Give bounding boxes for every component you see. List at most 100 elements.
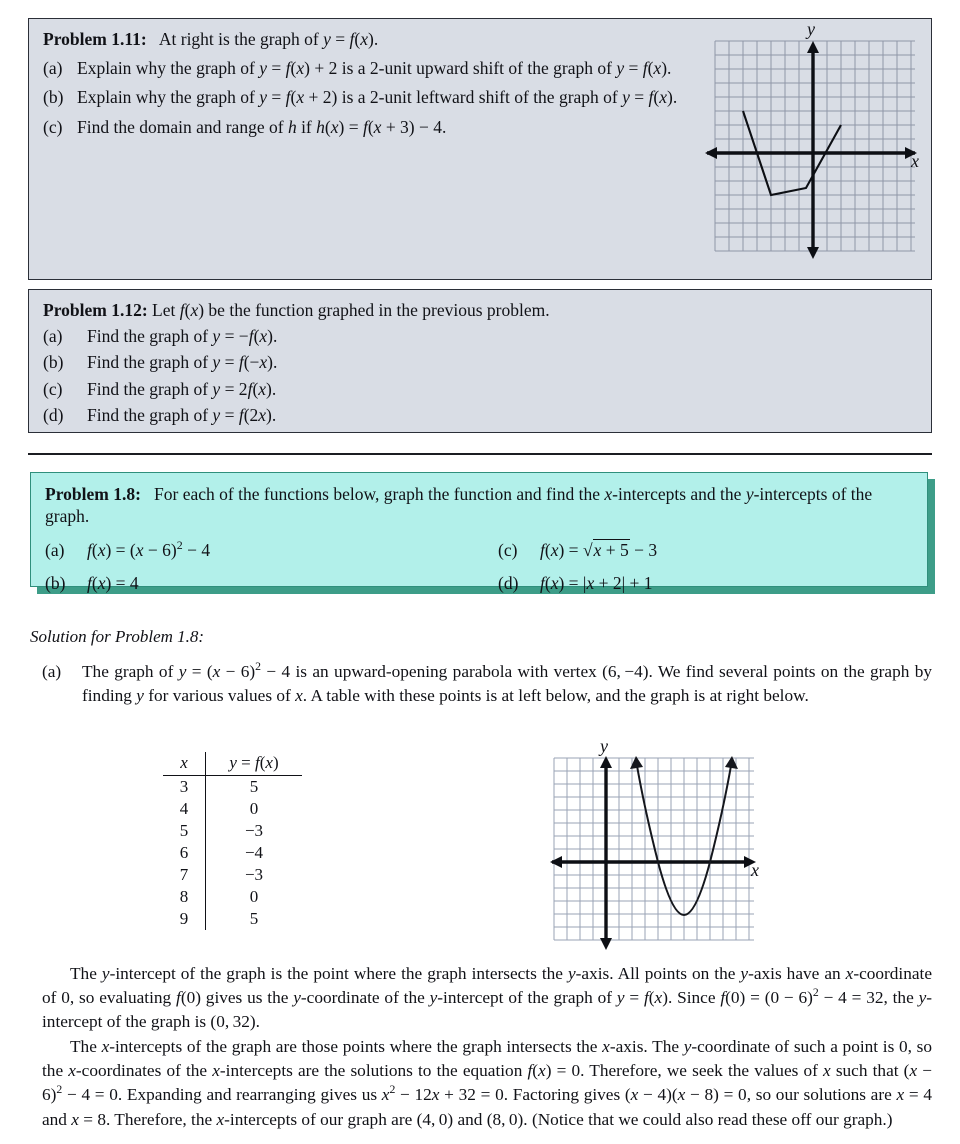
problem-1-11-graph: x y <box>701 19 925 261</box>
item-body: f(x) = 4 <box>87 573 139 594</box>
item-tag: (b) <box>45 573 66 594</box>
list-item: (b) Explain why the graph of y = f(x + 2… <box>43 86 917 109</box>
y-axis-label: y <box>807 19 815 39</box>
value-table: x y = f(x) 3 5 4 0 5 −3 6 <box>163 752 302 930</box>
cell-x: 3 <box>163 775 206 798</box>
item-tag: (b) <box>43 87 64 108</box>
item-body: Find the graph of y = 2f(x). <box>87 378 277 399</box>
table-row: 6 −4 <box>163 842 302 864</box>
list-item: (a) Explain why the graph of y = f(x) + … <box>43 57 917 80</box>
item-tag: (c) <box>498 540 518 561</box>
item-body: Find the graph of y = f(2x). <box>87 405 277 426</box>
item-tag: (a) <box>43 325 63 346</box>
item-body: The graph of y = (x − 6)2 − 4 is an upwa… <box>82 660 932 706</box>
solution-heading: Solution for Problem 1.8: <box>30 627 205 646</box>
problem-1-12-item-list: (a) Find the graph of y = −f(x). (b) Fin… <box>43 325 917 428</box>
cell-x: 4 <box>163 798 206 820</box>
table-row: 8 0 <box>163 886 302 908</box>
item-body: Find the graph of y = −f(x). <box>87 325 278 346</box>
list-item: (a) f(x) = (x − 6)2 − 4 <box>45 538 460 561</box>
problem-1-8-label: Problem 1.8: <box>45 484 141 504</box>
item-tag: (a) <box>42 662 62 681</box>
x-axis-arrow-right <box>905 147 917 159</box>
problem-1-8-left-column: (a) f(x) = (x − 6)2 − 4 (b) f(x) = 4 <box>45 538 460 594</box>
list-item: (b) f(x) = 4 <box>45 573 460 594</box>
list-item: (c) Find the graph of y = 2f(x). <box>43 378 917 401</box>
problem-1-12-label: Problem 1.12: <box>43 300 148 320</box>
cell-x: 6 <box>163 842 206 864</box>
cell-x: 9 <box>163 908 206 930</box>
problem-1-8-items: (a) f(x) = (x − 6)2 − 4 (b) f(x) = 4 <box>45 538 913 594</box>
item-tag: (b) <box>43 352 64 373</box>
list-item: (b) Find the graph of y = f(−x). <box>43 351 917 374</box>
list-item: (c) Find the domain and range of h if h(… <box>43 116 917 139</box>
problem-1-11-box: Problem 1.11: At right is the graph of y… <box>28 18 932 280</box>
cell-y: −3 <box>244 865 264 884</box>
table-header-row: x y = f(x) <box>163 752 302 776</box>
item-body: f(x) = √x + 5 − 3 <box>540 539 658 561</box>
grid-lines <box>553 757 754 941</box>
cell-y: −4 <box>244 843 264 862</box>
item-tag: (a) <box>45 540 65 561</box>
value-table-body: 3 5 4 0 5 −3 6 −4 7 −3 <box>163 775 302 930</box>
function-curve <box>635 759 733 917</box>
item-body: Explain why the graph of y = f(x + 2) is… <box>77 87 678 108</box>
table-row: 4 0 <box>163 798 302 820</box>
parabola-graph-svg <box>550 756 756 950</box>
solution-parabola-graph: x y <box>546 736 762 952</box>
x-axis-arrow-left <box>705 147 717 159</box>
problem-1-8-right-column: (c) f(x) = √x + 5 − 3 (d) f(x) = |x + 2|… <box>460 539 913 594</box>
y-axis-arrow-up <box>600 756 612 768</box>
solution-paragraph-y-intercept: The y-intercept of the graph is the poin… <box>42 964 933 1032</box>
table-row: 9 5 <box>163 908 302 930</box>
x-axis-label: x <box>911 151 919 171</box>
problem-1-8-box-body: Problem 1.8: For each of the functions b… <box>30 472 928 593</box>
cell-y: 0 <box>249 799 259 818</box>
cell-y: 0 <box>249 887 259 906</box>
cell-x: 5 <box>163 820 206 842</box>
curve-arrow-right <box>725 756 738 769</box>
curve-arrow-left <box>630 756 643 769</box>
cell-y: 5 <box>249 777 259 796</box>
x-axis-arrow-left <box>550 856 562 868</box>
y-axis-arrow-up <box>807 41 819 53</box>
problem-1-11-title: Problem 1.11: At right is the graph of y… <box>43 29 379 49</box>
axes <box>552 760 752 946</box>
item-tag: (c) <box>43 378 63 399</box>
item-tag: (d) <box>43 405 64 426</box>
piecewise-graph-svg <box>705 40 917 259</box>
grid-lines <box>714 40 915 252</box>
cell-y: 5 <box>249 909 259 928</box>
list-item: (a) Find the graph of y = −f(x). <box>43 325 917 348</box>
item-body: f(x) = (x − 6)2 − 4 <box>87 538 211 561</box>
table-row: 7 −3 <box>163 864 302 886</box>
item-body: Find the domain and range of h if h(x) =… <box>77 116 447 137</box>
column-header-y: y = f(x) <box>205 752 302 776</box>
x-axis-arrow-right <box>744 856 756 868</box>
cell-y: −3 <box>244 821 264 840</box>
solution-paragraph-x-intercept: The x-intercepts of the graph are those … <box>42 1037 933 1129</box>
list-item: (d) f(x) = |x + 2| + 1 <box>498 573 913 594</box>
y-axis-arrow-down <box>807 247 819 259</box>
value-table-grid: x y = f(x) 3 5 4 0 5 −3 6 <box>163 752 302 930</box>
problem-1-12-title: Problem 1.12: Let f(x) be the function g… <box>43 300 550 320</box>
problem-1-11-item-list: (a) Explain why the graph of y = f(x) + … <box>43 57 917 139</box>
item-tag: (c) <box>43 116 63 137</box>
item-body: Explain why the graph of y = f(x) + 2 is… <box>77 57 672 78</box>
problem-1-12-box: Problem 1.12: Let f(x) be the function g… <box>28 289 932 433</box>
table-row: 5 −3 <box>163 820 302 842</box>
item-body: f(x) = |x + 2| + 1 <box>540 573 653 594</box>
item-body: Find the graph of y = f(−x). <box>87 352 278 373</box>
axes <box>707 45 915 255</box>
item-tag: (a) <box>43 57 63 78</box>
cell-x: 7 <box>163 864 206 886</box>
item-tag: (d) <box>498 573 519 594</box>
y-axis-arrow-down <box>600 938 612 950</box>
problem-1-8-box: Problem 1.8: For each of the functions b… <box>30 472 935 594</box>
solution-part-a: (a) The graph of y = (x − 6)2 − 4 is an … <box>42 660 932 708</box>
column-header-x: x <box>163 752 206 776</box>
list-item: (c) f(x) = √x + 5 − 3 <box>498 539 913 561</box>
cell-x: 8 <box>163 886 206 908</box>
y-axis-label: y <box>600 736 608 756</box>
